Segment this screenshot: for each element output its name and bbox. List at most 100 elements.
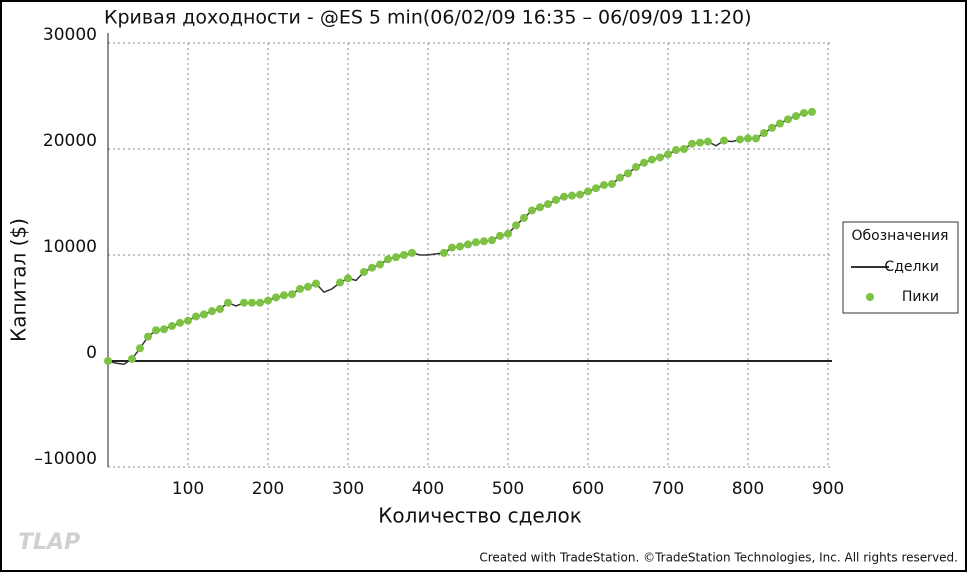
peak-dot — [768, 123, 776, 132]
peak-dot — [344, 274, 352, 283]
peak-dot — [192, 312, 200, 321]
x-tick-label: 400 — [412, 479, 444, 499]
peak-dot — [776, 119, 784, 128]
peak-dot — [392, 253, 400, 262]
legend-title: Обозначения — [852, 228, 949, 244]
peak-dot — [208, 307, 216, 316]
peak-dot — [520, 213, 528, 222]
x-tick-label: 200 — [252, 479, 284, 499]
x-tick-label: 600 — [572, 479, 604, 499]
peak-dot — [608, 179, 616, 188]
peak-dot — [576, 190, 584, 199]
y-tick-label: 20000 — [43, 131, 97, 151]
y-tick-label: 10000 — [43, 237, 97, 257]
x-tick-label: 800 — [732, 479, 764, 499]
peak-dot — [584, 187, 592, 196]
peak-dot — [152, 326, 160, 335]
peak-dot — [512, 221, 520, 230]
peak-dot — [448, 243, 456, 252]
y-tick-label: –10000 — [34, 449, 97, 469]
peak-dot — [376, 260, 384, 269]
x-axis-label: Количество сделок — [378, 504, 582, 528]
peak-dot — [496, 231, 504, 240]
peak-dot — [528, 206, 536, 215]
peak-dot — [624, 169, 632, 178]
peak-dot — [688, 139, 696, 148]
peak-dot — [384, 255, 392, 264]
peak-dot — [240, 298, 248, 307]
peak-dot — [752, 134, 760, 143]
peak-dot — [144, 332, 152, 341]
peak-dot — [664, 150, 672, 159]
peak-dot — [560, 192, 568, 201]
peak-dot — [176, 318, 184, 327]
peak-dot — [248, 298, 256, 307]
peak-dot — [336, 278, 344, 287]
peak-dot — [808, 107, 816, 116]
watermark: TLAP — [18, 530, 80, 555]
peak-dot — [592, 184, 600, 193]
peak-dot — [200, 310, 208, 319]
peak-dot — [736, 135, 744, 144]
peak-dot — [184, 316, 192, 325]
y-tick-label: 0 — [86, 343, 97, 363]
peak-dot — [408, 248, 416, 257]
peak-dot — [616, 173, 624, 182]
x-tick-label: 900 — [812, 479, 844, 499]
peak-dot — [784, 115, 792, 124]
legend-swatch — [866, 293, 874, 301]
peak-dot — [632, 163, 640, 172]
peak-dot — [488, 236, 496, 245]
legend-label: Пики — [902, 289, 939, 305]
y-axis-label: Капитал ($) — [7, 218, 31, 342]
peak-dot — [480, 237, 488, 246]
peak-dot — [696, 138, 704, 147]
peak-dot — [256, 298, 264, 307]
credit: Created with TradeStation. ©TradeStation… — [479, 551, 958, 565]
peak-dot — [312, 279, 320, 288]
peak-dot — [136, 344, 144, 353]
peak-dot — [360, 267, 368, 276]
x-tick-label: 100 — [172, 479, 204, 499]
peak-dot — [600, 181, 608, 190]
peak-dot — [128, 354, 136, 363]
peak-dot — [456, 242, 464, 251]
peak-dot — [544, 200, 552, 209]
peak-dot — [640, 158, 648, 167]
peak-dot — [464, 240, 472, 249]
peak-dot — [760, 129, 768, 138]
peak-dot — [400, 251, 408, 259]
peak-dot — [552, 195, 560, 204]
peak-dot — [368, 263, 376, 272]
peak-dot — [264, 296, 272, 305]
peak-dot — [216, 305, 224, 314]
x-tick-label: 700 — [652, 479, 684, 499]
peak-dot — [160, 325, 168, 334]
peak-dot — [672, 146, 680, 155]
peak-dot — [224, 298, 232, 307]
chart-title: Кривая доходности - @ES 5 min(06/02/09 1… — [104, 7, 752, 29]
peak-dot — [656, 153, 664, 162]
peak-dot — [296, 284, 304, 293]
peak-dot — [704, 137, 712, 146]
peak-dot — [304, 282, 312, 291]
peak-dot — [440, 248, 448, 257]
peak-dot — [568, 191, 576, 200]
peak-dot — [288, 290, 296, 299]
peak-dot — [792, 112, 800, 121]
legend-label: Сделки — [884, 259, 939, 275]
peak-dot — [168, 322, 176, 331]
peak-dot — [472, 238, 480, 247]
y-tick-label: 30000 — [43, 25, 97, 45]
peak-dot — [104, 357, 112, 365]
peak-dot — [680, 145, 688, 153]
peak-dot — [720, 136, 728, 145]
peak-dot — [800, 108, 808, 117]
peak-dot — [272, 293, 280, 302]
peak-dot — [744, 134, 752, 143]
peak-dot — [648, 155, 656, 164]
peak-dot — [504, 229, 512, 238]
peak-dot — [536, 203, 544, 212]
